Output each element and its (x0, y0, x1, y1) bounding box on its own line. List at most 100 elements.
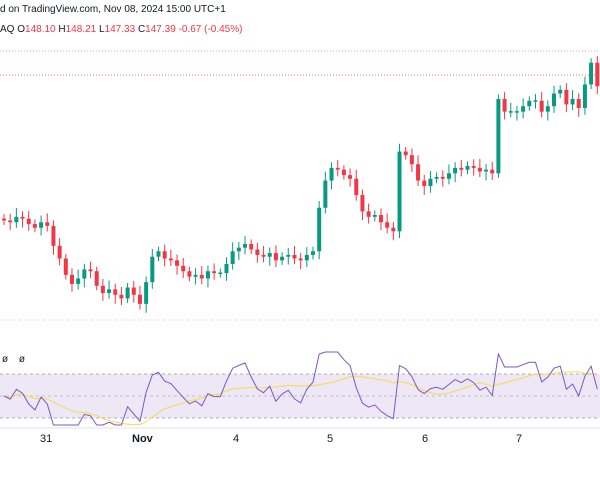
candle-body (199, 274, 204, 279)
rsi-line (3, 351, 598, 426)
candle-body (292, 254, 297, 259)
candle-body (63, 258, 68, 275)
candle-body (552, 93, 557, 107)
candle-body (453, 167, 458, 174)
candle-body (212, 271, 217, 274)
candle-body (329, 167, 334, 181)
time-axis-label: 6 (422, 433, 429, 445)
candle-body (502, 98, 507, 112)
candle-body (372, 215, 377, 217)
candle-body (187, 271, 192, 277)
candle-body (137, 294, 142, 304)
chart-header: d on TradingView.com, Nov 08, 2024 15:00… (0, 4, 226, 15)
candle-body (131, 287, 136, 295)
candle-body (224, 263, 229, 274)
candle-body (527, 100, 532, 107)
candle-body (14, 216, 19, 223)
candle-body (113, 289, 118, 295)
low-key: L (99, 24, 105, 35)
close-key: C (137, 24, 146, 35)
candle-body (236, 247, 241, 252)
candle-body (545, 106, 550, 112)
candle-body (249, 244, 254, 250)
change-value: -0.67 (-0.45%) (178, 24, 243, 35)
candle-body (193, 274, 198, 277)
candle-body (471, 166, 476, 168)
candle-body (181, 265, 186, 272)
candle-body (39, 222, 44, 228)
candle-body (267, 253, 272, 257)
candle-body (440, 176, 445, 179)
candle-body (564, 89, 569, 105)
candle-body (156, 251, 161, 257)
candle-body (477, 167, 482, 172)
candle-body (175, 260, 180, 266)
time-axis-label: Nov (132, 433, 153, 445)
candle-body (125, 287, 130, 299)
candle-body (273, 253, 278, 261)
open-value: 148.10 (25, 24, 56, 35)
candle-body (446, 173, 451, 179)
candle-body (76, 278, 81, 284)
candle-body (378, 215, 383, 223)
candle-body (243, 244, 248, 248)
candle-body (508, 111, 513, 113)
candle-body (107, 289, 112, 293)
candle-body (26, 218, 31, 225)
candle-body (496, 98, 501, 174)
low-value: 147.33 (104, 24, 136, 35)
time-axis-label: 4 (233, 433, 240, 445)
candle-body (348, 175, 353, 179)
time-axis-label: 5 (327, 433, 334, 445)
candle-body (514, 111, 519, 113)
candle-body (45, 222, 50, 226)
candle-body (323, 180, 328, 208)
candle-body (311, 251, 315, 255)
indicator-label: ø ø (2, 354, 29, 365)
open-key: O (17, 24, 26, 35)
candle-body (317, 207, 322, 252)
time-axis-label: 31 (40, 433, 53, 445)
candle-body (589, 62, 594, 85)
candle-body (397, 151, 402, 232)
ohlc-legend: AQ O148.10 H148.21 L147.33 C147.39 -0.67… (0, 24, 242, 35)
candle-body (100, 285, 105, 293)
candle-body (360, 195, 365, 212)
candle-body (69, 274, 74, 284)
candle-body (119, 294, 124, 299)
candle-body (230, 251, 235, 264)
candle-body (255, 249, 260, 255)
candle-body (409, 155, 414, 165)
candle-body (459, 167, 464, 170)
close-value: 147.39 (145, 24, 176, 35)
candle-body (533, 100, 538, 102)
candle-body (595, 62, 600, 87)
candle-body (51, 225, 56, 246)
candle-body (354, 178, 359, 196)
candle-body (558, 89, 563, 94)
candle-body (403, 151, 408, 156)
candle-body (8, 220, 13, 223)
candle-body (539, 100, 544, 112)
candle-body (366, 211, 371, 217)
candle-body (20, 216, 25, 219)
candle-body (88, 269, 93, 272)
candle-body (168, 258, 173, 261)
candle-body (286, 254, 291, 257)
candle-body (280, 256, 285, 261)
candle-body (205, 271, 210, 279)
rsi-ma-line (3, 371, 598, 426)
candle-body (82, 269, 87, 279)
candle-body (385, 222, 390, 228)
candle-body (94, 271, 99, 286)
candle-body (434, 176, 439, 179)
candle-body (416, 164, 421, 181)
candle-body (150, 256, 155, 283)
candle-body (261, 254, 266, 257)
candle-body (465, 166, 470, 170)
candle-body (582, 84, 587, 109)
candle-body (298, 258, 303, 261)
candle-body (218, 272, 223, 275)
candle-body (335, 167, 340, 170)
